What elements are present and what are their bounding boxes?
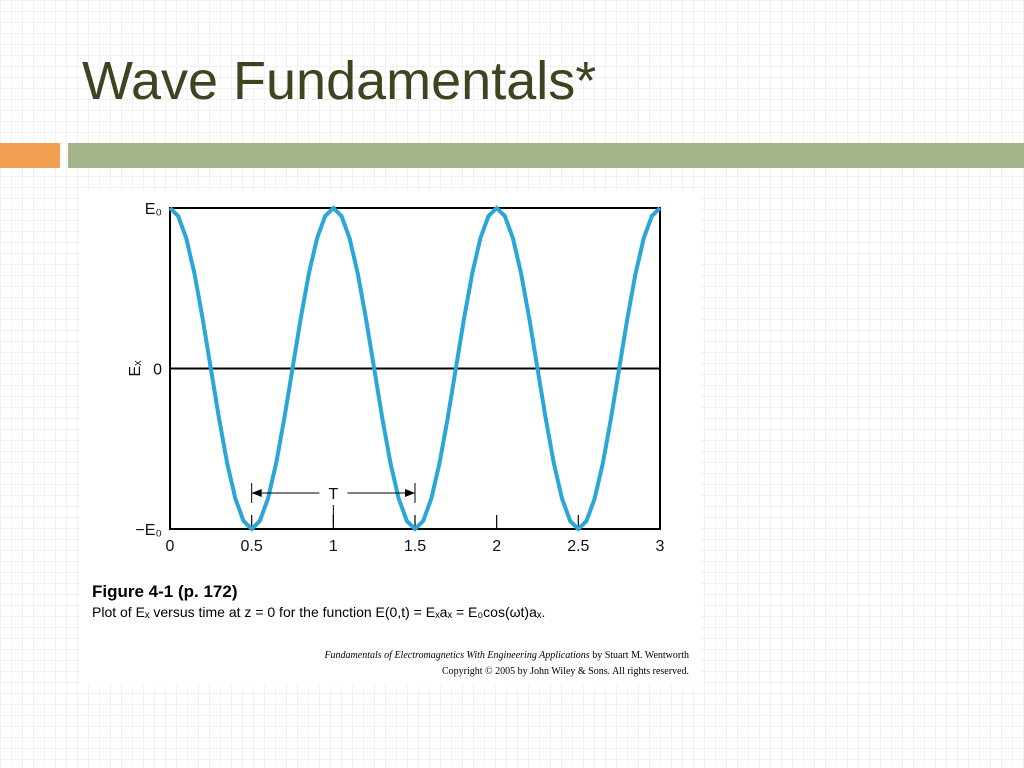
x-tick-label: 2.5	[567, 538, 589, 555]
copyright: Copyright © 2005 by John Wiley & Sons. A…	[441, 666, 689, 677]
book-title: Fundamentals of Electromagnetics With En…	[324, 650, 590, 661]
x-tick-label: 3	[656, 538, 665, 555]
period-label: T	[328, 486, 338, 503]
x-tick-label: 0.5	[241, 538, 263, 555]
wave-line	[168, 205, 662, 532]
x-tick-label: 2	[492, 538, 501, 555]
caption-heading: Figure 4-1 (p. 172)	[92, 582, 238, 601]
arrow-head	[405, 489, 415, 497]
divider-bar	[68, 143, 1024, 168]
y-tick-label: E₀	[145, 201, 162, 218]
accent-bar	[0, 143, 60, 168]
arrow-head	[251, 489, 262, 497]
x-tick-label: 1.5	[404, 538, 426, 555]
caption-text: Plot of Eₓ versus time at z = 0 for the …	[92, 604, 546, 620]
x-tick-label: 1	[329, 538, 338, 555]
figure-panel	[80, 190, 700, 685]
y-tick-label: −E₀	[135, 522, 162, 539]
credit-line: Fundamentals of Electromagnetics With En…	[324, 648, 689, 664]
caption: Figure 4-1 (p. 172) Plot of Eₓ versus ti…	[92, 582, 545, 620]
credit: Fundamentals of Electromagnetics With En…	[324, 648, 689, 680]
slide-title: Wave Fundamentals*	[82, 51, 597, 111]
x-tick-label: 0	[166, 538, 175, 555]
y-tick-label: 0	[153, 362, 162, 379]
y-axis-label: Eₓ	[127, 360, 144, 377]
author: by Stuart M. Wentworth	[592, 650, 689, 661]
